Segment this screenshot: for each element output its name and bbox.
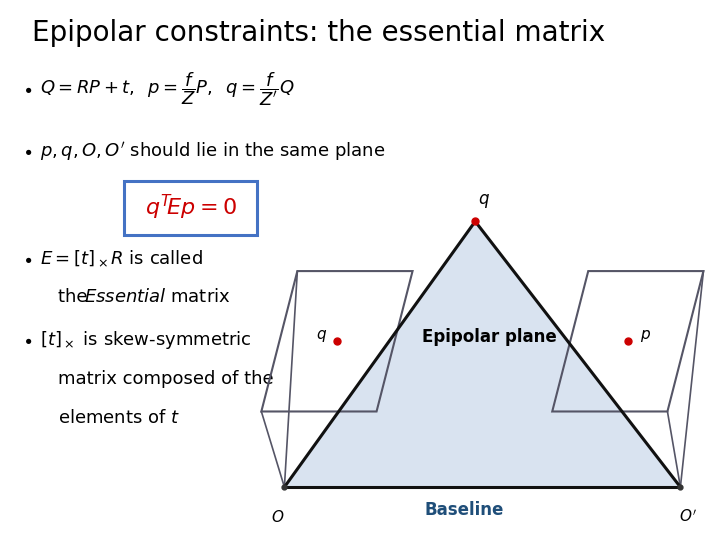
Text: $q$: $q$	[478, 192, 490, 210]
Text: matrix composed of the: matrix composed of the	[58, 370, 273, 388]
Polygon shape	[284, 221, 680, 487]
Text: $\bullet$: $\bullet$	[22, 250, 32, 268]
Text: $E = [t]_\times R$ is called: $E = [t]_\times R$ is called	[40, 249, 202, 269]
Text: Epipolar constraints: the essential matrix: Epipolar constraints: the essential matr…	[32, 19, 606, 47]
Text: $Q = RP + t,\;\; p = \dfrac{f}{Z}P, \;\; q = \dfrac{f}{Z'}Q$: $Q = RP + t,\;\; p = \dfrac{f}{Z}P, \;\;…	[40, 70, 294, 108]
Text: the: the	[58, 288, 93, 306]
Text: $p$: $p$	[640, 328, 652, 344]
Text: $\mathit{Essential}$ matrix: $\mathit{Essential}$ matrix	[84, 288, 230, 306]
Text: Baseline: Baseline	[425, 501, 504, 519]
Text: $\bullet$: $\bullet$	[22, 331, 32, 349]
Text: $\bullet$: $\bullet$	[22, 142, 32, 160]
Text: $O$: $O$	[271, 509, 284, 525]
Text: $p, q, O, O'$ should lie in the same plane: $p, q, O, O'$ should lie in the same pla…	[40, 140, 384, 163]
Text: elements of $t$: elements of $t$	[58, 409, 179, 427]
Text: $q$: $q$	[315, 328, 327, 344]
Text: $\bullet$: $\bullet$	[22, 80, 32, 98]
Text: $O'$: $O'$	[679, 509, 696, 525]
Text: Epipolar plane: Epipolar plane	[422, 328, 557, 347]
Text: $[t]_\times$ is skew-symmetric: $[t]_\times$ is skew-symmetric	[40, 329, 251, 351]
FancyBboxPatch shape	[125, 181, 258, 235]
Text: $q^T\!Ep = 0$: $q^T\!Ep = 0$	[145, 193, 237, 222]
